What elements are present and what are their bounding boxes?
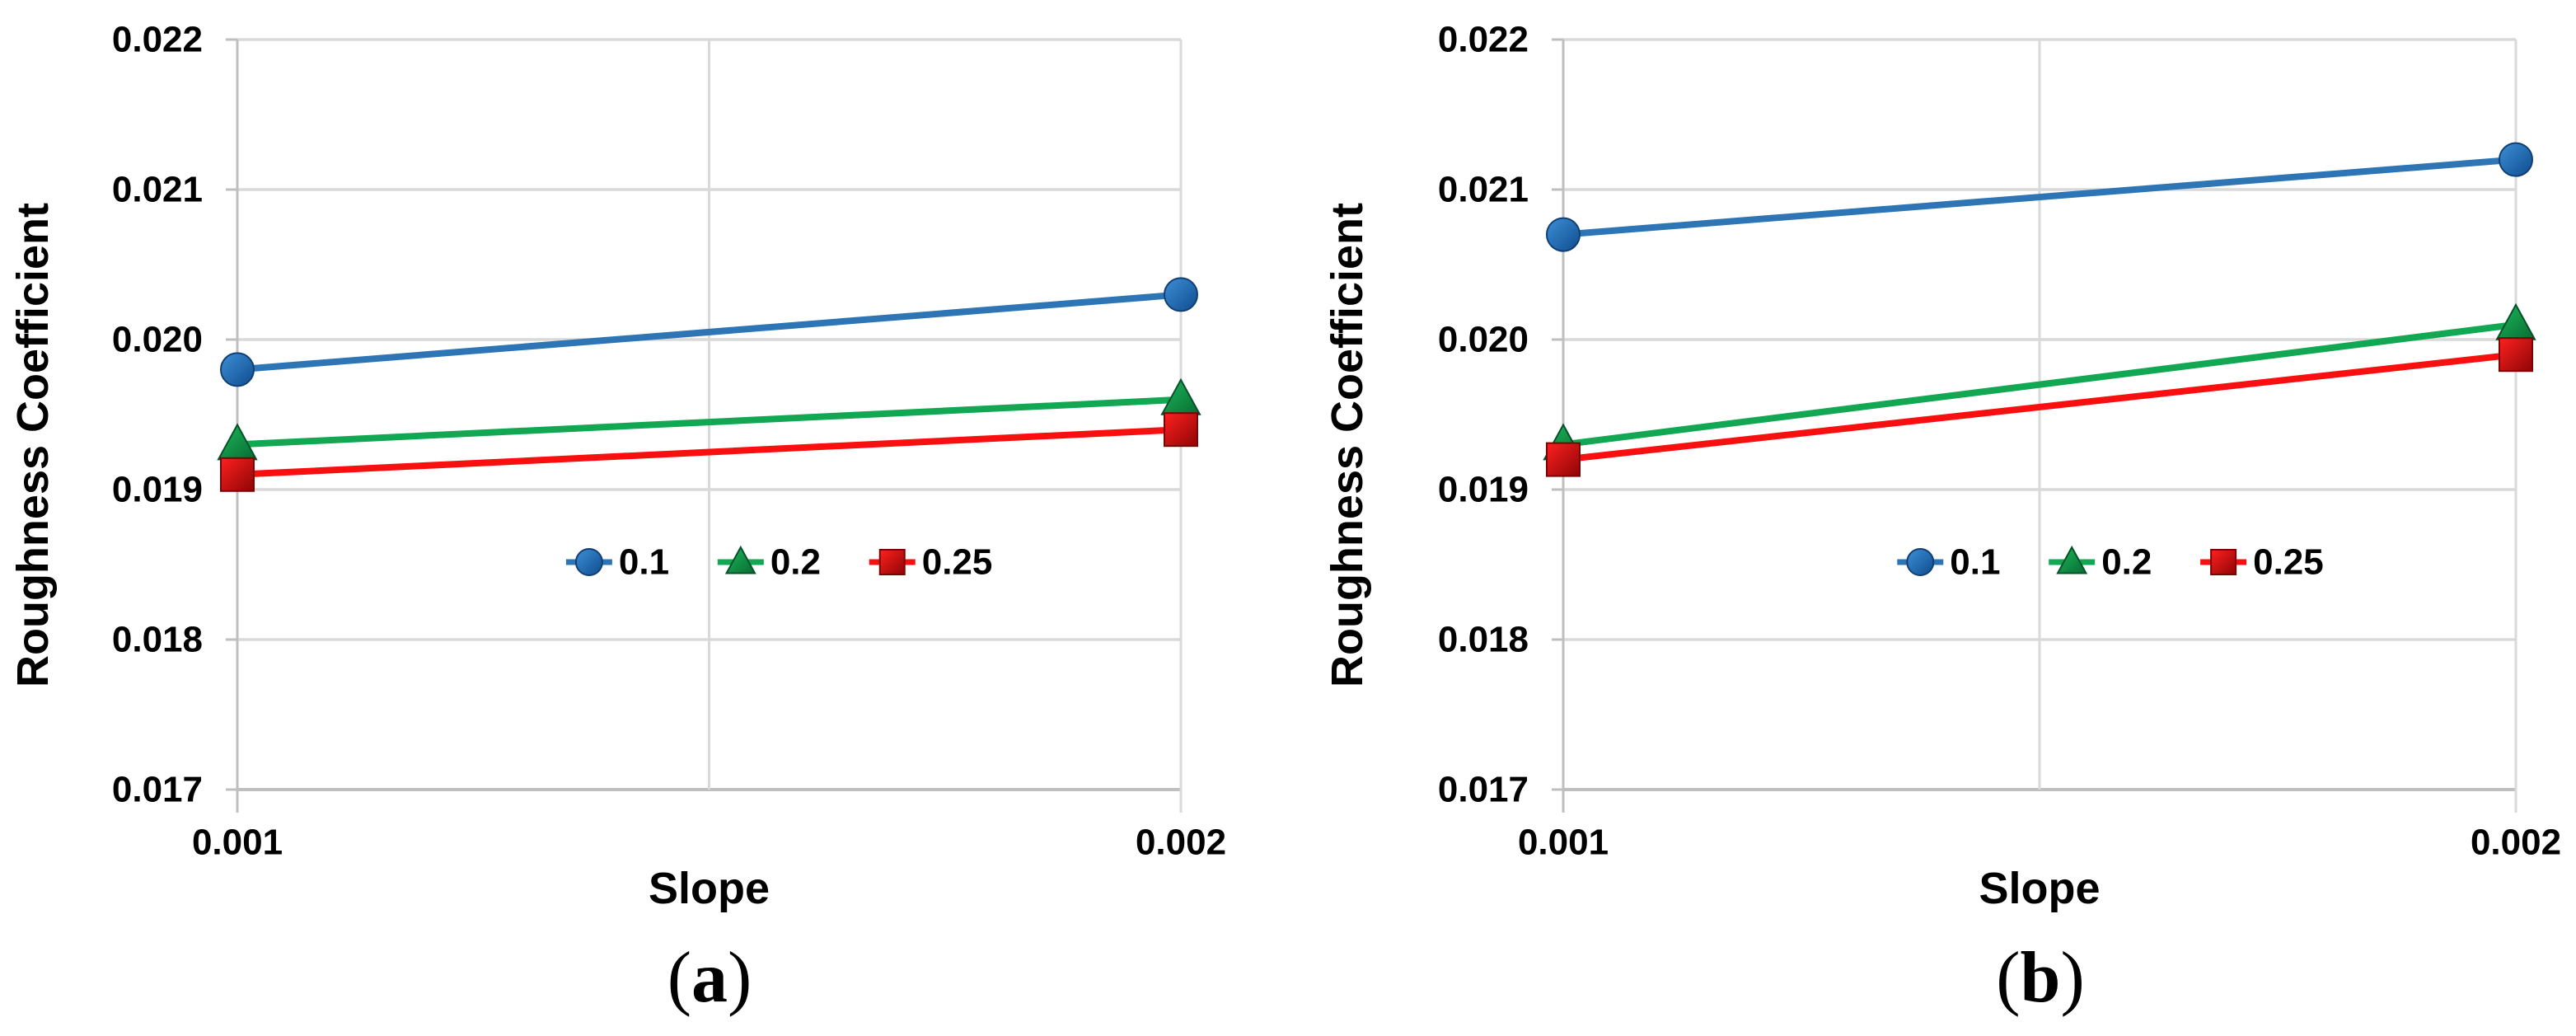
- series-marker-0.25-0.002: [2499, 337, 2533, 373]
- legend-marker-circle-0.1: [574, 548, 603, 576]
- y-tick-label-0.017: 0.017: [112, 770, 203, 810]
- legend-label-0.1: 0.1: [1950, 542, 2000, 583]
- series-line-0.2: [234, 396, 1184, 448]
- caption-a-close: ): [728, 938, 752, 1018]
- x-tick-label-0.002: 0.002: [2471, 823, 2561, 863]
- legend-marker-triangle-0.2: [2056, 545, 2088, 574]
- y-tick-label-0.019: 0.019: [112, 470, 203, 510]
- y-tick-label-0.021: 0.021: [112, 170, 203, 210]
- series-marker-0.1-0.002: [2499, 142, 2533, 177]
- chart-panel-b: 0.017 0.018 0.019 0.020 0.021 0.022 0.001 0.002…: [1323, 20, 2561, 914]
- y-tick-label-0.018: 0.018: [112, 620, 203, 660]
- y-tick-label-0.018: 0.018: [1438, 620, 1529, 660]
- series-line-0.25: [234, 426, 1184, 478]
- series-marker-0.1-0.001: [220, 352, 255, 387]
- y-tick-label-0.020: 0.020: [112, 320, 203, 360]
- y-axis-title: Roughness Coefficient: [8, 203, 58, 687]
- caption-b-open: (: [1996, 938, 2021, 1018]
- caption-b-letter: b: [2020, 938, 2061, 1018]
- series-marker-0.25-0.002: [1164, 412, 1198, 448]
- legend-item-0.1: 0.1: [1897, 542, 2000, 583]
- legend-marker-square-0.25: [878, 549, 906, 575]
- x-tick-label-0.001: 0.001: [192, 823, 283, 863]
- series-marker-0.25-0.001: [1546, 442, 1581, 477]
- y-tick-label-0.020: 0.020: [1438, 320, 1529, 360]
- y-tick-label-0.017: 0.017: [1438, 770, 1529, 810]
- x-tick-label-0.002: 0.002: [1136, 823, 1226, 863]
- y-tick-label-0.021: 0.021: [1438, 170, 1529, 210]
- series-line-0.1: [1560, 156, 2519, 238]
- legend-item-0.2: 0.2: [717, 542, 821, 583]
- legend-marker-circle-0.1: [1906, 548, 1935, 576]
- series-marker-0.1-0.001: [1546, 217, 1581, 252]
- y-axis-title: Roughness Coefficient: [1323, 203, 1372, 687]
- y-tick-label-0.019: 0.019: [1438, 470, 1529, 510]
- caption-b-close: ): [2060, 938, 2085, 1018]
- caption-a: (a): [667, 933, 752, 1024]
- legend-item-0.2: 0.2: [2049, 542, 2152, 583]
- legend-label-0.25: 0.25: [2253, 542, 2324, 583]
- x-axis-title: Slope: [649, 864, 770, 913]
- legend-marker-triangle-0.2: [724, 545, 756, 574]
- legend-item-0.25: 0.25: [2200, 542, 2324, 583]
- x-tick-label-0.001: 0.001: [1518, 823, 1609, 863]
- legend-label-0.2: 0.2: [2101, 542, 2152, 583]
- legend-marker-square-0.25: [2210, 549, 2237, 575]
- y-tick-label-0.022: 0.022: [112, 20, 203, 60]
- legend-label-0.1: 0.1: [619, 542, 669, 583]
- legend-label-0.25: 0.25: [922, 542, 993, 583]
- caption-a-letter: a: [691, 938, 728, 1018]
- legend-label-0.2: 0.2: [770, 542, 821, 583]
- legend-item-0.25: 0.25: [869, 542, 993, 583]
- series-line-0.2: [1560, 321, 2519, 448]
- series-line-0.1: [234, 291, 1184, 373]
- legend-item-0.1: 0.1: [565, 542, 669, 583]
- chart-panel-a: 0.017 0.018 0.019 0.020 0.021 0.022 0.001 0.002…: [8, 20, 1226, 914]
- series-marker-0.2-0.002: [2495, 302, 2536, 340]
- x-axis-title: Slope: [1979, 864, 2100, 913]
- series-line-0.25: [1560, 351, 2519, 463]
- caption-b: (b): [1996, 933, 2085, 1024]
- y-tick-label-0.022: 0.022: [1438, 20, 1529, 60]
- series-marker-0.1-0.002: [1164, 277, 1198, 312]
- series-marker-0.25-0.001: [220, 457, 255, 492]
- caption-a-open: (: [667, 938, 691, 1018]
